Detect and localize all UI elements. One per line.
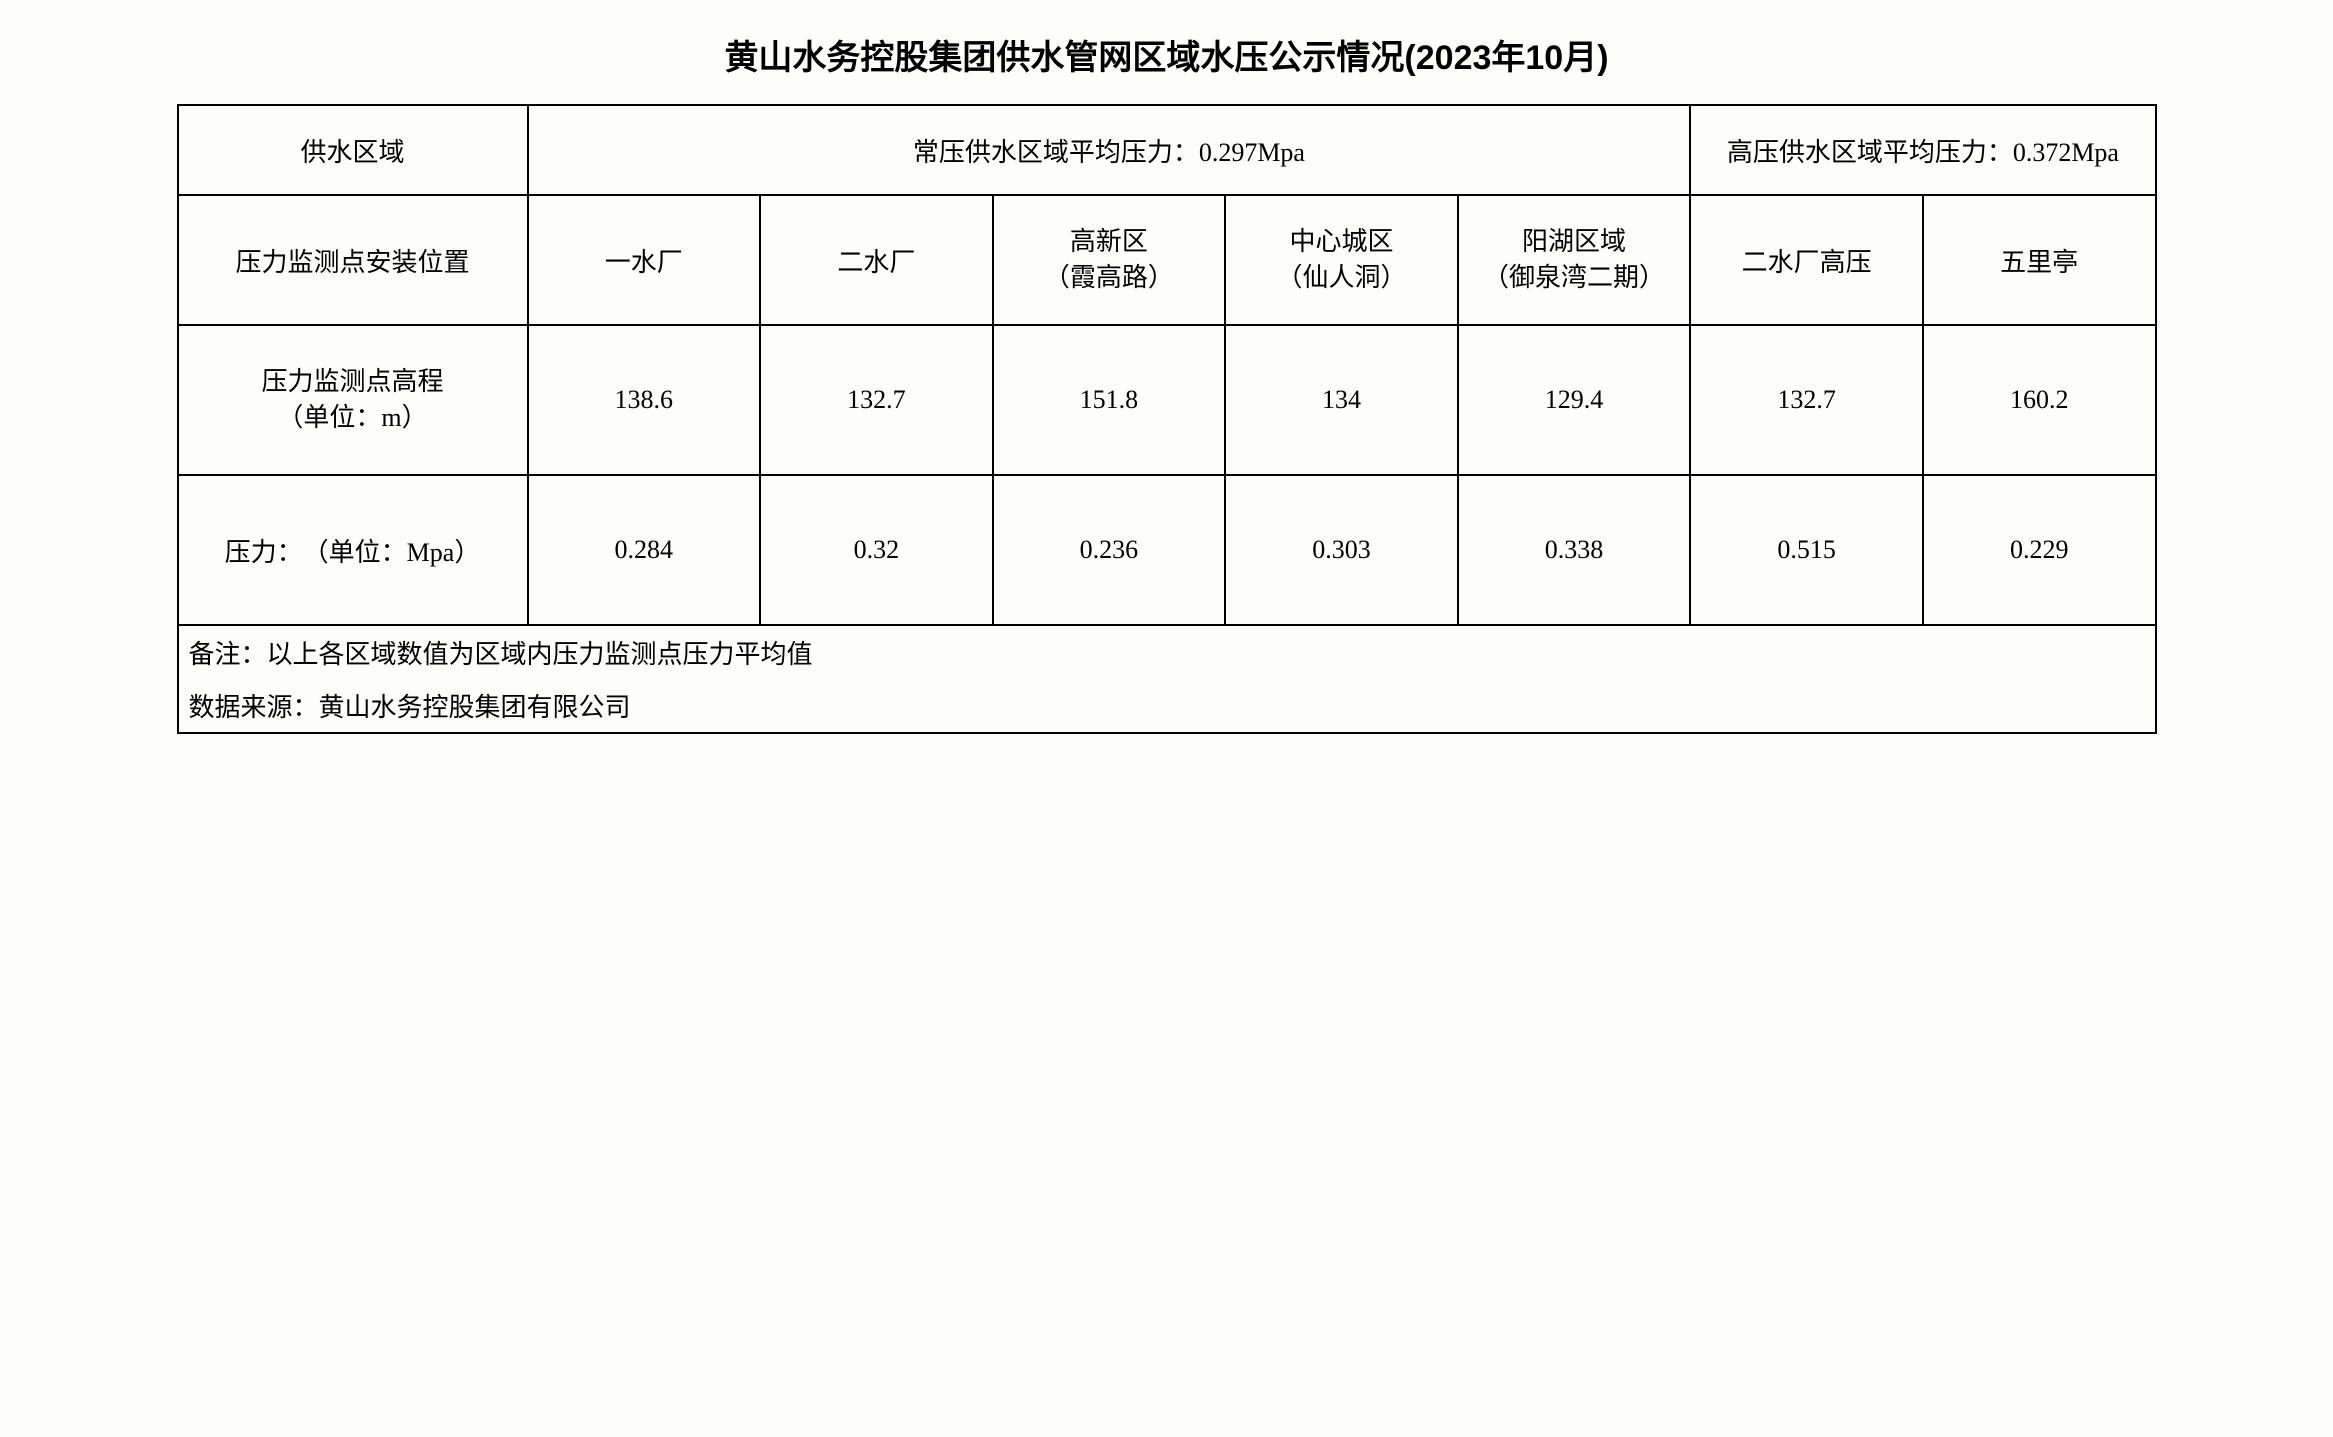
location-text: （仙人洞） (1276, 263, 1406, 292)
location-cell: 阳湖区域 （御泉湾二期） (1458, 195, 1691, 325)
elevation-cell: 138.6 (528, 325, 761, 475)
elevation-label: 压力监测点高程 （单位：m） (178, 325, 528, 475)
elevation-label-text: （单位：m） (277, 403, 427, 432)
pressure-cell: 0.32 (760, 475, 993, 625)
header-normal-pressure: 常压供水区域平均压力：0.297Mpa (528, 105, 1691, 195)
location-cell: 二水厂 (760, 195, 993, 325)
location-text: （御泉湾二期） (1483, 263, 1665, 292)
location-cell: 高新区 （霞高路） (993, 195, 1226, 325)
header-high-pressure: 高压供水区域平均压力：0.372Mpa (1690, 105, 2155, 195)
elevation-cell: 134 (1225, 325, 1458, 475)
table-row: 压力监测点安装位置 一水厂 二水厂 高新区 （霞高路） 中心城区 （仙人洞） 阳… (178, 195, 2156, 325)
location-text: （霞高路） (1044, 263, 1174, 292)
note-cell: 备注：以上各区域数值为区域内压力监测点压力平均值 (178, 625, 2156, 679)
pressure-cell: 0.229 (1923, 475, 2156, 625)
elevation-cell: 129.4 (1458, 325, 1691, 475)
location-cell: 中心城区 （仙人洞） (1225, 195, 1458, 325)
location-cell: 一水厂 (528, 195, 761, 325)
location-text: 高新区 (1070, 227, 1148, 256)
location-label: 压力监测点安装位置 (178, 195, 528, 325)
location-text: 阳湖区域 (1522, 227, 1626, 256)
table-row: 备注：以上各区域数值为区域内压力监测点压力平均值 (178, 625, 2156, 679)
table-row: 数据来源：黄山水务控股集团有限公司 (178, 679, 2156, 733)
location-cell: 五里亭 (1923, 195, 2156, 325)
pressure-table: 供水区域 常压供水区域平均压力：0.297Mpa 高压供水区域平均压力：0.37… (177, 104, 2157, 734)
pressure-label: 压力： （单位：Mpa） (178, 475, 528, 625)
pressure-cell: 0.236 (993, 475, 1226, 625)
source-cell: 数据来源：黄山水务控股集团有限公司 (178, 679, 2156, 733)
table-row: 压力： （单位：Mpa） 0.284 0.32 0.236 0.303 0.33… (178, 475, 2156, 625)
table-row: 供水区域 常压供水区域平均压力：0.297Mpa 高压供水区域平均压力：0.37… (178, 105, 2156, 195)
pressure-cell: 0.284 (528, 475, 761, 625)
elevation-cell: 132.7 (760, 325, 993, 475)
elevation-cell: 151.8 (993, 325, 1226, 475)
pressure-cell: 0.515 (1690, 475, 1923, 625)
page-title: 黄山水务控股集团供水管网区域水压公示情况(2023年10月) (80, 30, 2253, 79)
elevation-cell: 160.2 (1923, 325, 2156, 475)
table-row: 压力监测点高程 （单位：m） 138.6 132.7 151.8 134 129… (178, 325, 2156, 475)
header-area-label: 供水区域 (178, 105, 528, 195)
location-text: 中心城区 (1289, 227, 1393, 256)
pressure-cell: 0.338 (1458, 475, 1691, 625)
pressure-cell: 0.303 (1225, 475, 1458, 625)
location-cell: 二水厂高压 (1690, 195, 1923, 325)
elevation-label-text: 压力监测点高程 (261, 367, 443, 396)
elevation-cell: 132.7 (1690, 325, 1923, 475)
